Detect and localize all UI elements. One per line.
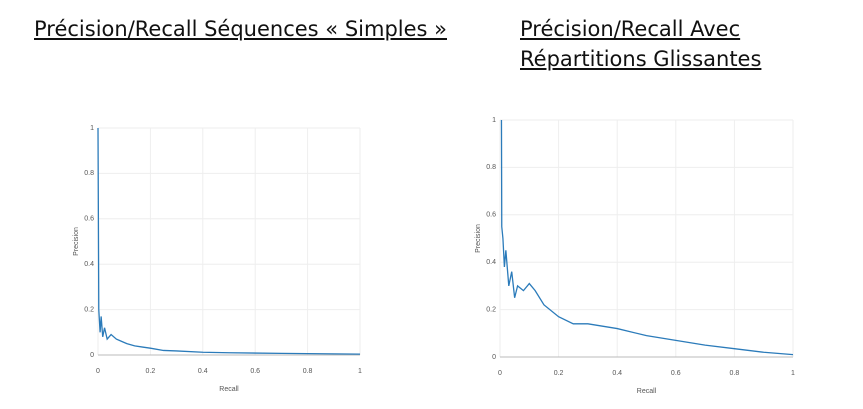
y-tick-label: 0.6 <box>84 216 94 223</box>
y-axis-label: Precision <box>73 227 80 256</box>
x-tick-label: 0.2 <box>146 368 156 375</box>
y-axis-label: Precision <box>475 224 482 253</box>
x-tick-label: 0.8 <box>730 370 740 377</box>
x-tick-label: 1 <box>358 368 362 375</box>
line-series <box>97 127 361 355</box>
chart-title: Précision/Recall Séquences « Simples » <box>34 17 447 41</box>
x-tick-label: 1 <box>791 370 795 377</box>
x-tick-label: 0.8 <box>303 368 313 375</box>
y-tick-label: 1 <box>492 117 496 124</box>
y-tick-label: 0.2 <box>486 306 496 313</box>
x-tick-label: 0.6 <box>250 368 260 375</box>
x-tick-label: 0.6 <box>671 370 681 377</box>
chart-title: Précision/Recall Avec Répartitions Gliss… <box>520 17 762 71</box>
y-tick-label: 1 <box>90 125 94 132</box>
y-tick-label: 0 <box>90 352 94 359</box>
y-tick-label: 0 <box>492 354 496 361</box>
x-tick-label: 0.4 <box>198 368 208 375</box>
x-tick-label: 0.2 <box>554 370 564 377</box>
y-tick-label: 0.4 <box>84 261 94 268</box>
y-tick-label: 0.6 <box>486 212 496 219</box>
line-series <box>500 119 794 356</box>
x-tick-label: 0 <box>96 368 100 375</box>
y-tick-label: 0.2 <box>84 306 94 313</box>
y-tick-label: 0.4 <box>486 259 496 266</box>
x-axis-label: Recall <box>219 386 239 393</box>
y-tick-label: 0.8 <box>84 170 94 177</box>
x-axis-label: Recall <box>637 388 657 395</box>
x-tick-label: 0 <box>498 370 502 377</box>
y-tick-label: 0.8 <box>486 164 496 171</box>
x-tick-label: 0.4 <box>612 370 622 377</box>
